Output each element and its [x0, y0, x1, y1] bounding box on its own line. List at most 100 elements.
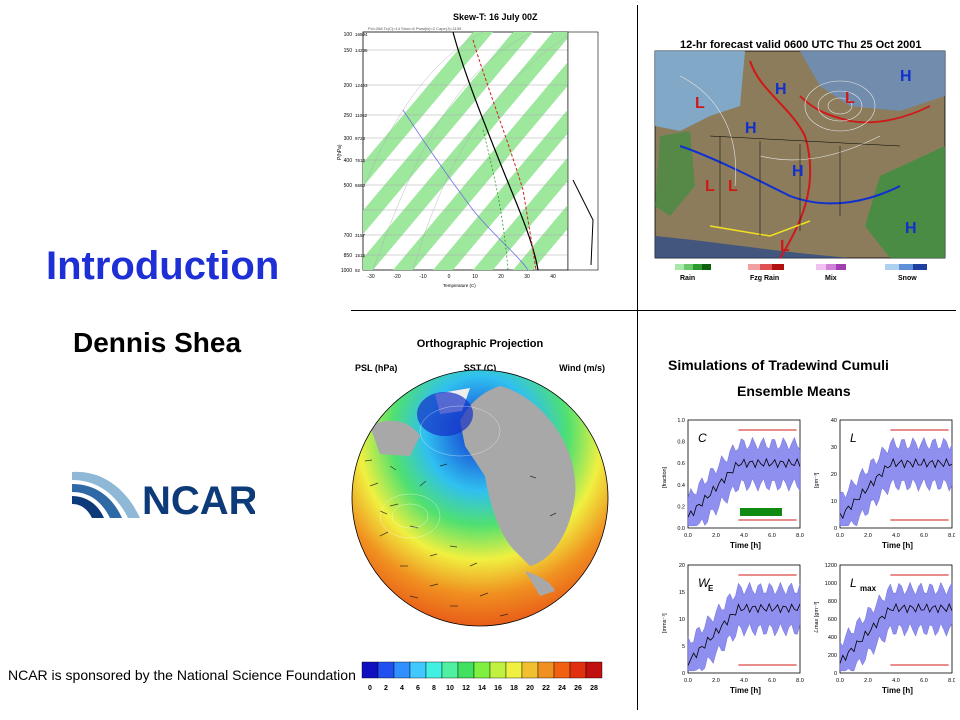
colorbar-tick: 28 [590, 685, 598, 692]
skewt-xlabel: Temperature (C) [443, 283, 476, 288]
colorbar-cell [457, 661, 475, 679]
panel-ylabel: ℒmax [gm⁻³] [813, 601, 820, 633]
svg-text:Mix: Mix [825, 275, 837, 282]
ortho-title: Orthographic Projection [417, 338, 544, 350]
panel-ytick: 5 [682, 644, 685, 650]
panel-xtick: 6.0 [768, 678, 776, 684]
svg-text:400: 400 [344, 158, 353, 164]
svg-text:3157: 3157 [355, 233, 366, 238]
colorbar-tick: 12 [462, 685, 470, 692]
skewt-diagram: Skew-T: 16 July 00Z Pcl=268 Tc(C)=14 Sho… [337, 12, 599, 288]
panel-xtick: 6.0 [768, 533, 776, 539]
svg-text:12463: 12463 [355, 83, 368, 88]
panel-ylabel: [fraction] [662, 466, 668, 488]
colorbar-tick: 18 [510, 685, 518, 692]
colorbar-tick: 22 [542, 685, 550, 692]
svg-text:1516: 1516 [355, 253, 366, 258]
horizontal-divider [351, 310, 956, 311]
colorbar-tick: 14 [478, 685, 486, 692]
orthographic-map: Orthographic Projection PSL (hPa) SST (C… [351, 338, 609, 627]
colorbar-tick: 20 [526, 685, 534, 692]
colorbar-cell [441, 661, 459, 679]
colorbar-tick: 8 [432, 685, 436, 692]
svg-text:-20: -20 [393, 274, 400, 280]
colorbar-cell [569, 661, 587, 679]
svg-text:L: L [705, 178, 715, 195]
panel-xtick: 8.0 [796, 533, 804, 539]
panel-xtick: 8.0 [948, 533, 955, 539]
panel-xtick: 0.0 [836, 678, 844, 684]
sim-subtitle: Ensemble Means [737, 383, 851, 399]
svg-text:9728: 9728 [355, 136, 366, 141]
panel-xtick: 2.0 [864, 678, 872, 684]
svg-text:92: 92 [355, 268, 361, 273]
panel-ytick: 0 [834, 671, 837, 677]
panel-xtick: 4.0 [892, 533, 900, 539]
colorbar-cell [377, 661, 395, 679]
panel-ytick: 30 [831, 445, 837, 451]
svg-text:L: L [780, 238, 790, 255]
panel-symbol: L [850, 576, 857, 590]
ncar-logo: NCAR [72, 471, 255, 520]
colorbar-cell [393, 661, 411, 679]
svg-text:850: 850 [344, 253, 353, 259]
sim-title: Simulations of Tradewind Cumuli [668, 357, 889, 373]
panel-xtick: 2.0 [712, 533, 720, 539]
panel-xlabel: Time [h] [730, 541, 761, 550]
panel-xtick: 4.0 [740, 678, 748, 684]
svg-text:500: 500 [344, 183, 353, 189]
sim-panel: L 40 30 20 10 0 [gm⁻³] 0.0 2.0 4.0 6.0 8.0 Time [h] [814, 418, 955, 550]
ortho-label-right: Wind (m/s) [559, 363, 605, 373]
panel-ytick: 400 [828, 635, 837, 641]
svg-text:40: 40 [550, 274, 556, 280]
panel-ytick: 20 [831, 472, 837, 478]
svg-text:-30: -30 [367, 274, 374, 280]
panel-ylabel: [mms⁻¹] [662, 613, 668, 633]
panel-ytick: 1.0 [677, 418, 685, 424]
panel-xlabel: Time [h] [882, 686, 913, 695]
sim-panel: C 1.0 0.8 0.6 0.4 0.2 0.0 [fraction] 0.0 2.0 4.0 6.… [662, 418, 804, 550]
panel-xtick: 4.0 [740, 533, 748, 539]
skewt-title: Skew-T: 16 July 00Z [453, 12, 538, 22]
panel-ytick: 1000 [825, 581, 837, 587]
panel-ytick: 800 [828, 599, 837, 605]
panel-ytick: 600 [828, 617, 837, 623]
panel-xtick: 0.0 [836, 533, 844, 539]
panel-xtick: 6.0 [920, 533, 928, 539]
panel-xlabel: Time [h] [882, 541, 913, 550]
svg-text:11062: 11062 [355, 113, 368, 118]
author-name: Dennis Shea [73, 327, 242, 358]
ncar-logo-text: NCAR [142, 479, 255, 520]
svg-text:L: L [845, 90, 855, 107]
panel-ytick: 15 [679, 590, 685, 596]
panel-symbol: L [850, 431, 857, 445]
ortho-label-center: SST (C) [464, 363, 497, 373]
sim-panel: WE 20 15 10 5 0 [mms⁻¹] 0.0 2.0 4.0 6.0 8.0 Time [h] [662, 563, 804, 695]
colorbar-cell [553, 661, 571, 679]
colorbar-cell [585, 661, 603, 679]
skewt-ylabel: P(hPa) [337, 144, 343, 160]
colorbar-cell [489, 661, 507, 679]
colorbar-cell [537, 661, 555, 679]
forecast-map: 12-hr forecast valid 0600 UTC Thu 25 Oct… [654, 39, 946, 282]
svg-text:H: H [792, 163, 804, 180]
panel-xtick: 2.0 [712, 678, 720, 684]
panel-subscript: max [860, 584, 877, 593]
svg-text:200: 200 [344, 83, 353, 89]
svg-text:150: 150 [344, 48, 353, 54]
panel-ytick: 0 [834, 526, 837, 532]
panel-xtick: 2.0 [864, 533, 872, 539]
colorbar-cell [473, 661, 491, 679]
panel-ylabel: [gm⁻³] [814, 472, 820, 488]
svg-text:H: H [745, 120, 757, 137]
svg-text:Rain: Rain [680, 275, 695, 282]
panel-xtick: 6.0 [920, 678, 928, 684]
panel-ytick: 200 [828, 653, 837, 659]
vertical-divider [637, 5, 638, 710]
panel-symbol: C [698, 431, 707, 445]
panel-xtick: 4.0 [892, 678, 900, 684]
svg-text:700: 700 [344, 233, 353, 239]
panel-ytick: 0.2 [677, 504, 685, 510]
colorbar-cell [361, 661, 379, 679]
